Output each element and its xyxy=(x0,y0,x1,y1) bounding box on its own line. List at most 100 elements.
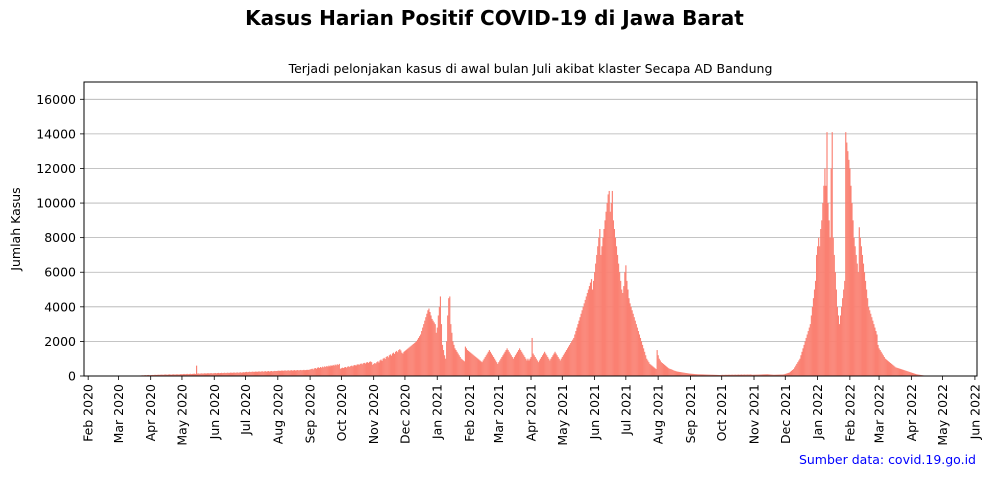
bar xyxy=(176,374,178,376)
bar xyxy=(852,220,854,376)
bar xyxy=(858,227,860,376)
bar xyxy=(536,360,538,376)
bar xyxy=(723,374,725,376)
bar xyxy=(777,374,779,376)
bar xyxy=(529,358,531,376)
bar xyxy=(249,371,251,376)
bar xyxy=(387,357,389,376)
bar xyxy=(857,272,859,376)
bar xyxy=(154,374,156,376)
bar xyxy=(363,362,365,376)
bar xyxy=(758,374,760,376)
x-tick-label: Mar 2022 xyxy=(872,384,887,443)
bar xyxy=(356,364,358,376)
bar xyxy=(735,374,737,376)
bar xyxy=(572,339,574,376)
bar xyxy=(345,367,347,376)
bar xyxy=(291,370,294,376)
bar xyxy=(849,168,851,376)
bar xyxy=(909,372,911,376)
bar xyxy=(309,369,311,376)
bar xyxy=(653,367,655,376)
bar xyxy=(602,237,604,376)
bar xyxy=(888,362,891,376)
bar xyxy=(771,374,773,376)
bar xyxy=(156,374,158,376)
bar xyxy=(401,352,403,376)
bar xyxy=(780,374,782,376)
bar xyxy=(690,373,693,376)
bar xyxy=(378,362,380,376)
bar xyxy=(728,374,730,376)
bar xyxy=(706,374,708,376)
bar xyxy=(620,280,622,376)
bar xyxy=(264,371,266,376)
bar xyxy=(419,336,421,376)
y-tick-label: 8000 xyxy=(44,230,76,245)
x-tick-label: Jun 2020 xyxy=(207,384,222,440)
bar xyxy=(380,359,382,376)
bar xyxy=(676,371,678,376)
bar xyxy=(586,292,588,376)
bar xyxy=(450,324,452,376)
bar xyxy=(334,364,336,376)
bar xyxy=(681,372,683,376)
x-tick-label: May 2021 xyxy=(555,384,570,446)
bar xyxy=(360,363,362,376)
bar xyxy=(575,331,577,376)
bar xyxy=(845,132,847,376)
bar xyxy=(424,320,426,376)
bar xyxy=(311,368,313,376)
bar xyxy=(193,373,196,376)
bar xyxy=(461,359,463,376)
bar xyxy=(836,306,838,376)
bar xyxy=(801,351,803,376)
bar xyxy=(892,364,894,376)
bar xyxy=(802,348,804,376)
bar xyxy=(488,350,490,376)
bar xyxy=(651,365,653,376)
bar xyxy=(608,190,610,376)
bar xyxy=(694,374,696,376)
bar xyxy=(348,366,350,376)
bar xyxy=(663,364,666,376)
x-tick-label: Oct 2021 xyxy=(714,384,729,441)
bar xyxy=(597,246,599,376)
bar xyxy=(631,310,633,376)
bar xyxy=(843,289,845,376)
bar xyxy=(619,272,621,376)
bar xyxy=(355,365,357,376)
x-tick-label: May 2022 xyxy=(935,384,950,446)
bar xyxy=(672,369,674,376)
bar xyxy=(770,374,772,376)
bar xyxy=(242,372,245,376)
bar xyxy=(734,374,736,376)
bar xyxy=(340,368,342,376)
bar xyxy=(219,373,222,376)
bar xyxy=(480,361,482,376)
bar xyxy=(285,370,287,376)
bar xyxy=(786,373,788,376)
bar xyxy=(765,374,768,376)
bar xyxy=(778,374,780,376)
bar xyxy=(544,351,546,376)
bar xyxy=(442,350,445,376)
bar xyxy=(661,363,663,376)
bar xyxy=(381,360,383,376)
bar xyxy=(229,372,231,376)
bar xyxy=(277,370,279,376)
bar xyxy=(233,372,235,376)
bar xyxy=(753,374,755,376)
bar xyxy=(179,374,181,376)
bar xyxy=(698,374,700,376)
bar xyxy=(568,346,570,376)
bar xyxy=(253,371,255,376)
bar xyxy=(332,364,334,376)
bar xyxy=(625,265,627,376)
x-tick-label: Apr 2020 xyxy=(143,384,158,441)
bar xyxy=(677,371,679,376)
y-tick-label: 6000 xyxy=(44,265,76,280)
bar xyxy=(305,370,307,376)
y-tick-label: 10000 xyxy=(36,196,76,211)
bar xyxy=(307,369,309,376)
